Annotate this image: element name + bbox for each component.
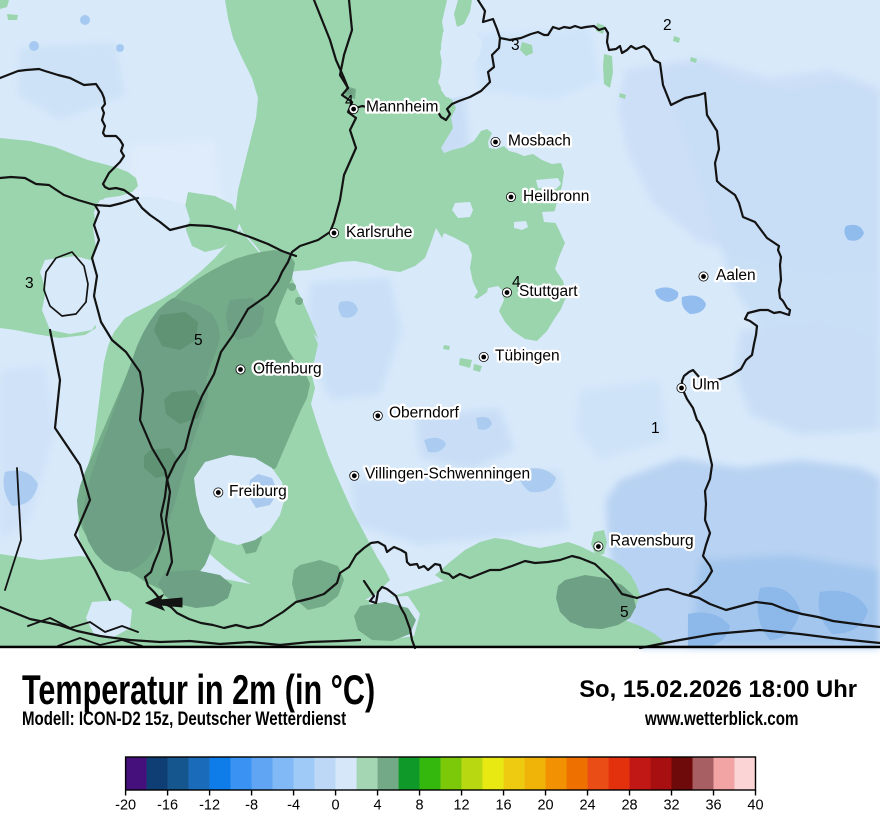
svg-text:12: 12 <box>453 798 469 814</box>
svg-text:2: 2 <box>663 17 672 34</box>
svg-text:5: 5 <box>620 604 629 621</box>
svg-text:Mosbach: Mosbach <box>508 133 571 150</box>
svg-text:8: 8 <box>416 798 424 814</box>
svg-text:-4: -4 <box>287 798 300 814</box>
svg-text:32: 32 <box>663 798 679 814</box>
svg-text:16: 16 <box>495 798 511 814</box>
svg-text:Tübingen: Tübingen <box>495 348 560 365</box>
svg-text:3: 3 <box>25 275 34 292</box>
svg-text:4: 4 <box>374 798 382 814</box>
svg-text:3: 3 <box>511 37 520 54</box>
svg-text:Mannheim: Mannheim <box>366 99 438 116</box>
svg-text:4: 4 <box>512 274 521 291</box>
svg-text:Offenburg: Offenburg <box>253 361 322 378</box>
svg-text:4: 4 <box>345 93 354 110</box>
svg-text:1: 1 <box>651 420 660 437</box>
svg-text:-12: -12 <box>199 798 220 814</box>
svg-text:28: 28 <box>621 798 637 814</box>
svg-text:20: 20 <box>537 798 553 814</box>
svg-text:40: 40 <box>747 798 763 814</box>
svg-text:Oberndorf: Oberndorf <box>389 405 459 422</box>
svg-text:-16: -16 <box>157 798 178 814</box>
svg-text:Karlsruhe: Karlsruhe <box>346 224 412 241</box>
svg-text:5: 5 <box>194 332 203 349</box>
svg-text:24: 24 <box>579 798 595 814</box>
svg-text:Stuttgart: Stuttgart <box>519 283 578 300</box>
svg-text:Heilbronn: Heilbronn <box>523 188 589 205</box>
svg-text:Aalen: Aalen <box>716 267 756 284</box>
svg-text:36: 36 <box>705 798 721 814</box>
svg-text:-8: -8 <box>245 798 258 814</box>
svg-text:0: 0 <box>332 798 340 814</box>
svg-text:Freiburg: Freiburg <box>229 483 287 500</box>
svg-text:Villingen-Schwenningen: Villingen-Schwenningen <box>365 466 530 483</box>
svg-text:Ulm: Ulm <box>692 377 720 394</box>
svg-text:-20: -20 <box>115 798 136 814</box>
svg-text:Ravensburg: Ravensburg <box>610 533 694 550</box>
